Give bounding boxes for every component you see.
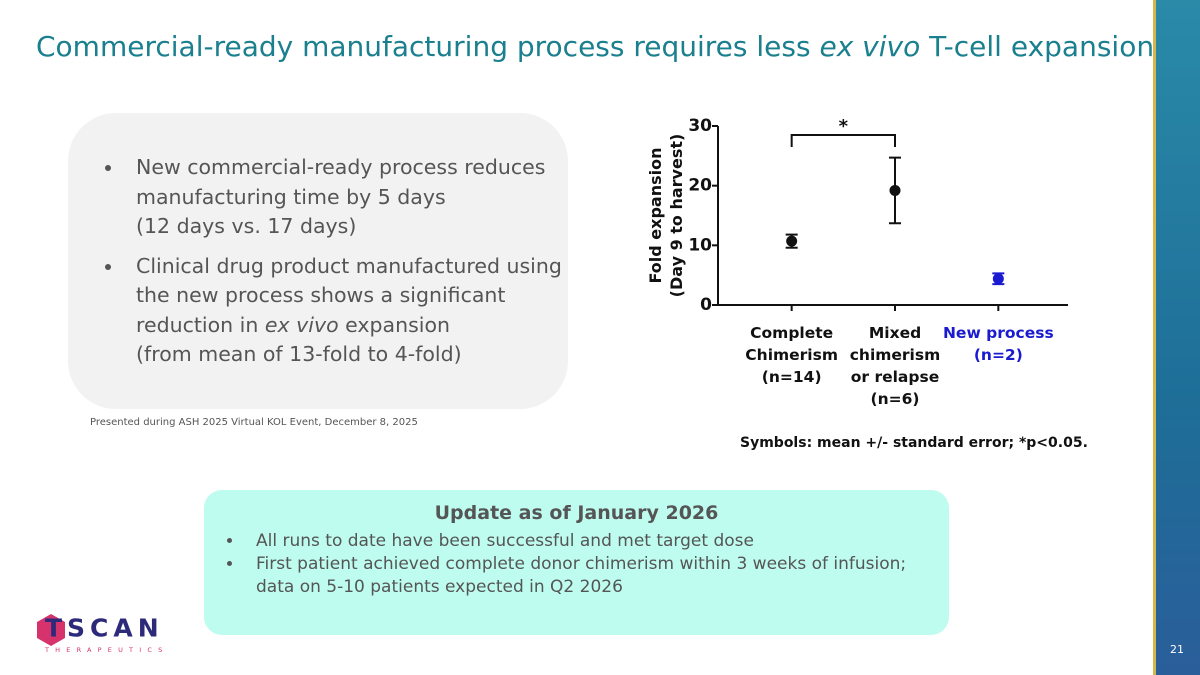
logo-name: TSCAN (45, 614, 164, 643)
update-bullet: First patient achieved complete donor ch… (244, 553, 924, 599)
bullet: Clinical drug product manufactured using… (124, 252, 564, 370)
bullet-text: Clinical drug product manufactured using… (136, 253, 562, 337)
title-text: T-cell expansion (920, 30, 1155, 63)
y-axis-label-line: Fold expansion (646, 148, 665, 284)
y-tick-label: 10 (688, 235, 712, 255)
source-note: Presented during ASH 2025 Virtual KOL Ev… (90, 417, 418, 428)
title-text: Commercial-ready manufacturing process r… (36, 30, 820, 63)
x-tick-label: New process (n=2) (942, 324, 1054, 364)
chart-note: Symbols: mean +/- standard error; *p<0.0… (740, 435, 1088, 451)
summary-box: New commercial-ready process reduces man… (68, 113, 568, 409)
side-stripe (1153, 0, 1200, 675)
y-axis-label-line: (Day 9 to harvest) (667, 134, 686, 298)
x-tick-label: Complete Chimerism (n=14) (745, 324, 839, 386)
mean-point (889, 184, 901, 196)
title-italic: ex vivo (819, 30, 921, 63)
update-box: Update as of January 2026 All runs to da… (204, 490, 949, 635)
y-tick-label: 30 (688, 116, 712, 136)
y-tick-label: 0 (700, 295, 712, 315)
bullet-italic: ex vivo (264, 312, 339, 337)
bullet-text: New commercial-ready process reduces man… (136, 155, 546, 209)
y-axis-label: Fold expansion (Day 9 to harvest) (646, 134, 686, 298)
mean-point (786, 235, 798, 247)
bullet-list: New commercial-ready process reduces man… (104, 153, 564, 380)
update-bullet: All runs to date have been successful an… (244, 530, 924, 553)
bullet-detail: (from mean of 13-fold to 4-fold) (136, 342, 462, 366)
bullet: New commercial-ready process reduces man… (124, 153, 564, 242)
significance-bracket (790, 134, 896, 147)
logo: TSCAN THERAPEUTICS (37, 614, 168, 654)
logo-subtitle: THERAPEUTICS (44, 646, 168, 654)
logo-hexagon (37, 614, 65, 646)
update-list: All runs to date have been successful an… (224, 530, 924, 599)
y-tick-label: 20 (688, 176, 712, 196)
bullet-detail: (12 days vs. 17 days) (136, 214, 357, 238)
mean-point (992, 273, 1004, 285)
update-heading: Update as of January 2026 (434, 502, 719, 524)
slide-title: Commercial-ready manufacturing process r… (36, 30, 1154, 63)
significance-label: * (839, 116, 849, 137)
bullet-text: expansion (338, 312, 451, 337)
x-tick-label: Mixed chimerism or relapse (n=6) (849, 324, 941, 408)
page-number: 21 (1170, 643, 1184, 656)
